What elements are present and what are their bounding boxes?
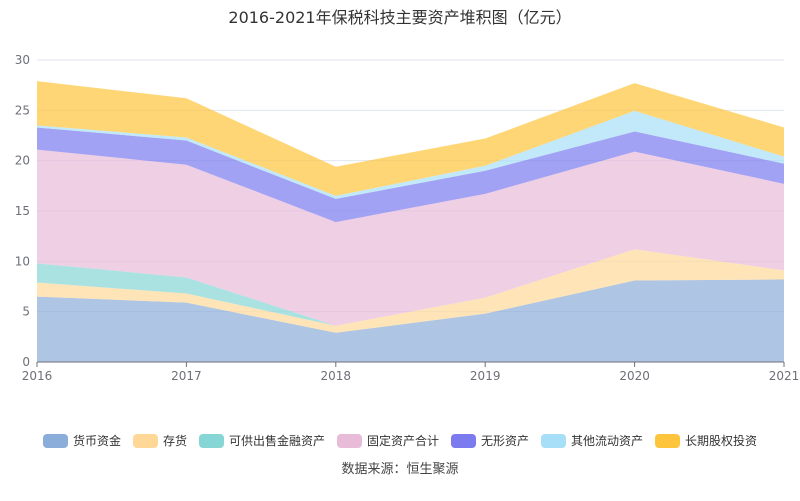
legend-item[interactable]: 长期股权投资 (655, 432, 757, 449)
area-series-0 (37, 279, 784, 362)
y-tick-label: 10 (15, 254, 30, 268)
legend-item[interactable]: 其他流动资产 (541, 432, 643, 449)
legend-swatch (132, 433, 158, 448)
x-tick-label: 2018 (321, 369, 352, 383)
legend-swatch (655, 433, 681, 448)
legend-swatch (198, 433, 224, 448)
legend: 货币资金 存货 可供出售金融资产 固定资产合计 无形资产 其他流动资产 长期股权投资 (0, 432, 800, 449)
area-series-3 (37, 149, 784, 326)
legend-label: 其他流动资产 (571, 434, 644, 448)
area-series-2 (37, 249, 784, 326)
legend-label: 可供出售金融资产 (228, 434, 325, 448)
y-tick-label: 25 (15, 103, 30, 117)
y-tick-label: 5 (22, 305, 30, 319)
y-tick-label: 15 (15, 204, 30, 218)
chart-title: 2016-2021年保税科技主要资产堆积图（亿元） (228, 8, 572, 27)
legend-label: 无形资产 (481, 434, 530, 448)
legend-item[interactable]: 固定资产合计 (336, 432, 439, 449)
legend-item[interactable]: 无形资产 (451, 432, 529, 449)
legend-item[interactable]: 货币资金 (42, 432, 121, 449)
x-tick-label: 2021 (769, 369, 800, 383)
legend-item[interactable]: 存货 (132, 432, 187, 449)
legend-label: 货币资金 (72, 434, 121, 448)
y-tick-label: 0 (22, 355, 30, 369)
x-tick-label: 2017 (171, 369, 202, 383)
area-series-6 (37, 81, 784, 196)
x-tick-label: 2016 (22, 369, 53, 383)
area-series-1 (37, 249, 784, 333)
area-series-4 (37, 127, 784, 223)
x-tick-label: 2020 (619, 369, 650, 383)
y-tick-label: 30 (15, 53, 30, 67)
stacked-area-chart: 0 5 10 15 20 25 30 2016 2017 2018 2019 2020 2021 (15, 53, 800, 383)
legend-swatch (451, 433, 476, 448)
x-tick-label: 2019 (470, 369, 501, 383)
area-series-5 (37, 110, 784, 199)
legend-item[interactable]: 可供出售金融资产 (198, 432, 325, 449)
legend-label: 固定资产合计 (366, 434, 439, 448)
legend-label: 存货 (162, 434, 187, 448)
legend-label: 长期股权投资 (685, 434, 758, 448)
data-source: 数据来源：恒生聚源 (341, 462, 459, 477)
legend-swatch (336, 433, 362, 448)
legend-swatch (42, 433, 68, 448)
legend-swatch (541, 433, 567, 448)
y-tick-label: 20 (15, 154, 30, 168)
